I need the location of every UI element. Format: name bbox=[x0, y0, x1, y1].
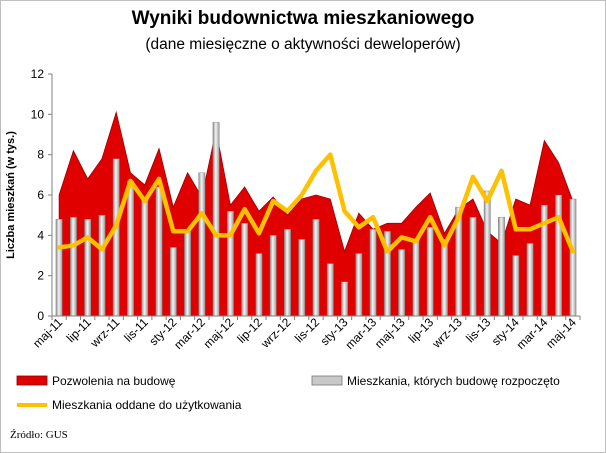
bar-rozpoczete bbox=[269, 235, 277, 317]
bar-rozpoczete bbox=[198, 172, 206, 317]
bar-rozpoczete bbox=[326, 263, 334, 317]
x-tick-label: mar-13 bbox=[342, 315, 379, 352]
legend-swatch-area bbox=[16, 375, 48, 386]
x-tick-label: maj-13 bbox=[372, 315, 408, 351]
y-tick-label: 0 bbox=[37, 309, 44, 323]
bar-rozpoczete bbox=[526, 243, 534, 317]
bar-rozpoczete bbox=[341, 281, 348, 317]
bar-rozpoczete bbox=[84, 218, 92, 317]
y-tick-label: 4 bbox=[37, 228, 44, 242]
bar-rozpoczete bbox=[184, 229, 191, 317]
bar-rozpoczete bbox=[212, 122, 220, 317]
bar-rozpoczete bbox=[483, 190, 491, 317]
bar-rozpoczete bbox=[569, 198, 577, 317]
bar-rozpoczete bbox=[284, 229, 291, 317]
bar-rozpoczete bbox=[112, 158, 120, 317]
x-tick-label: lis-13 bbox=[463, 315, 493, 345]
x-tick-label: lis-11 bbox=[121, 315, 151, 345]
y-axis-label: Liczba mieszkań (w tys.) bbox=[5, 131, 17, 259]
x-tick-label: mar-12 bbox=[171, 315, 208, 352]
x-tick-label: maj-11 bbox=[30, 315, 65, 350]
bar-rozpoczete bbox=[498, 216, 505, 317]
bar-rozpoczete bbox=[469, 216, 477, 317]
legend-label-line: Mieszkania oddane do użytkowania bbox=[52, 398, 242, 412]
x-tick-label: maj-14 bbox=[543, 315, 579, 351]
bar-rozpoczete bbox=[312, 218, 320, 317]
x-tick-label: mar-14 bbox=[514, 315, 551, 352]
legend-label-area: Pozwolenia na budowę bbox=[52, 374, 176, 388]
x-tick-label: lis-12 bbox=[292, 315, 322, 345]
chart-subtitle: (dane miesięczne o aktywności deweloperó… bbox=[145, 36, 461, 53]
series-line-oddane bbox=[56, 152, 576, 254]
x-tick-label: wrz-12 bbox=[258, 315, 294, 351]
bar-rozpoczete bbox=[127, 180, 134, 317]
legend: Pozwolenia na budowę Mieszkania, których… bbox=[16, 374, 560, 412]
source-note: Źródło: GUS bbox=[10, 429, 68, 441]
bar-rozpoczete bbox=[398, 249, 406, 317]
bar-rozpoczete bbox=[512, 255, 520, 317]
bar-rozpoczete bbox=[441, 239, 448, 317]
bar-rozpoczete bbox=[298, 239, 306, 317]
y-tick-label: 6 bbox=[37, 188, 44, 202]
legend-swatch-bar bbox=[311, 375, 343, 386]
bar-rozpoczete bbox=[412, 239, 420, 317]
y-tick-label: 8 bbox=[37, 148, 44, 162]
bar-rozpoczete bbox=[98, 214, 106, 317]
bar-rozpoczete bbox=[255, 253, 263, 317]
bar-rozpoczete bbox=[155, 186, 163, 317]
legend-label-bar: Mieszkania, których budowę rozpoczęto bbox=[347, 374, 560, 388]
y-tick-label: 10 bbox=[31, 107, 45, 121]
bar-rozpoczete bbox=[555, 194, 563, 317]
bar-rozpoczete bbox=[141, 198, 149, 317]
x-tick-label: wrz-11 bbox=[87, 315, 123, 351]
bar-rozpoczete bbox=[369, 229, 377, 317]
bar-rozpoczete bbox=[355, 253, 363, 317]
x-tick-label: wrz-13 bbox=[429, 315, 465, 351]
bar-rozpoczete bbox=[241, 223, 249, 317]
bar-rozpoczete bbox=[169, 247, 177, 317]
y-tick-label: 12 bbox=[31, 67, 45, 81]
bar-rozpoczete bbox=[69, 216, 77, 317]
bar-rozpoczete bbox=[55, 218, 63, 317]
y-tick-label: 2 bbox=[37, 269, 44, 283]
plot-area: 024681012maj-11lip-11wrz-11lis-11sty-12m… bbox=[30, 67, 581, 352]
chart-title: Wyniki budownictwa mieszkaniowego bbox=[131, 8, 475, 29]
x-tick-label: maj-12 bbox=[201, 315, 237, 351]
bar-rozpoczete bbox=[426, 227, 434, 317]
